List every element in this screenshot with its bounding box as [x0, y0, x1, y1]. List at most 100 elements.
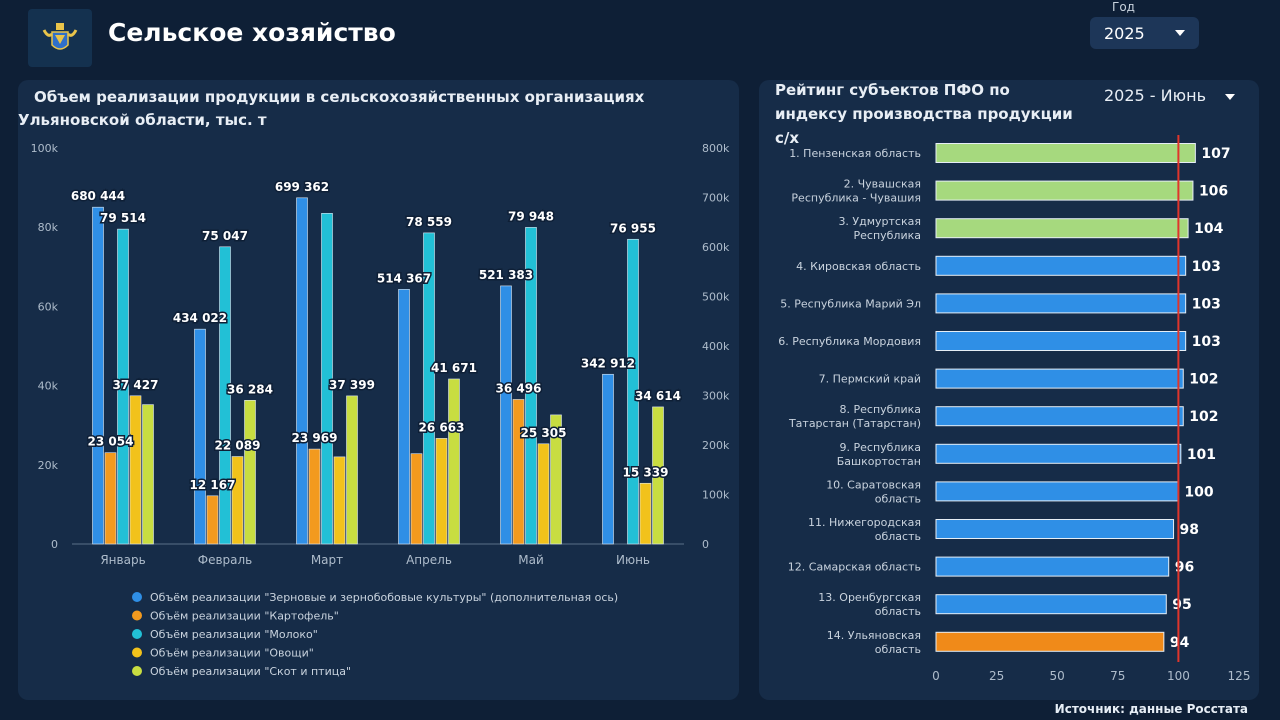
- x-axis-tick-label: Март: [311, 553, 343, 567]
- region-label-line: 11. Нижегородская: [808, 516, 921, 529]
- rating-value-label: 107: [1201, 146, 1230, 162]
- legend-marker: [132, 610, 142, 621]
- rating-panel: Рейтинг субъектов ПФО по индексу произво…: [759, 80, 1259, 700]
- legend-label: Объём реализации "Овощи": [150, 647, 314, 660]
- bar-4: [129, 395, 142, 545]
- bar-1: [602, 373, 614, 545]
- legend-marker: [132, 666, 142, 676]
- region-label-line: 3. Удмуртская: [838, 215, 921, 228]
- left-axis-tick-label: 80k: [38, 221, 59, 234]
- right-axis-tick-label: 200k: [702, 439, 730, 452]
- bar-2: [104, 452, 117, 545]
- x-axis-tick-label: Май: [518, 553, 544, 567]
- rating-value-label: 103: [1192, 334, 1221, 350]
- bar-3: [219, 246, 231, 545]
- data-label: 26 663: [419, 420, 465, 434]
- bar-4: [333, 456, 346, 545]
- data-label: 521 383: [479, 268, 533, 282]
- rating-bar: [935, 443, 1182, 464]
- bar-5: [448, 378, 460, 545]
- region-label: 8. Республика Татарстан (Татарстан): [788, 403, 921, 430]
- x-axis-tick-label: 100: [1167, 669, 1190, 683]
- bar-2: [512, 399, 525, 545]
- legend-label: Объём реализации "Картофель": [150, 610, 339, 623]
- data-label: 36 284: [227, 382, 273, 396]
- rating-bar: [935, 519, 1175, 539]
- rating-value-label: 103: [1192, 296, 1221, 312]
- year-dropdown[interactable]: 2025: [1090, 17, 1199, 49]
- rating-bar: [935, 631, 1165, 652]
- data-label: 434 022: [173, 311, 227, 325]
- rating-bar: [935, 331, 1187, 351]
- data-label: 15 339: [623, 465, 669, 479]
- data-label: 34 614: [635, 389, 681, 403]
- data-label: 25 305: [521, 426, 567, 440]
- region-label: 2. Чувашская Республика - Чувашия: [791, 178, 921, 205]
- bar-4: [537, 443, 550, 545]
- data-label: 22 089: [215, 439, 261, 453]
- rating-bar: [935, 180, 1194, 201]
- rating-bar: [935, 255, 1187, 276]
- bar-5: [652, 406, 664, 545]
- period-dropdown-value: 2025 - Июнь: [1104, 86, 1206, 105]
- period-dropdown[interactable]: 2025 - Июнь: [1104, 86, 1244, 110]
- region-label-line: Республика - Чувашия: [791, 192, 921, 205]
- region-label-line: 13. Оренбургская: [818, 591, 921, 604]
- region-label: 9. Республика Башкортостан: [837, 441, 921, 468]
- region-label-line: 2. Чувашская: [844, 178, 921, 191]
- x-axis-tick-label: Январь: [100, 553, 145, 567]
- bar-1: [194, 328, 206, 545]
- data-label: 699 362: [275, 180, 329, 194]
- bar-5: [244, 400, 256, 545]
- region-label-line: область: [875, 605, 921, 618]
- right-axis-tick-label: 0: [702, 538, 709, 551]
- source-note: Источник: данные Росстата: [1054, 702, 1248, 716]
- data-label: 23 969: [292, 431, 338, 445]
- x-axis-tick-label: 25: [989, 669, 1004, 683]
- x-axis-tick-label: 50: [1050, 669, 1065, 683]
- rating-value-label: 100: [1184, 484, 1213, 500]
- rating-bar: [935, 293, 1187, 314]
- coat-of-arms-icon: [42, 23, 78, 50]
- data-label: 76 955: [610, 221, 656, 235]
- data-label: 79 514: [100, 211, 146, 225]
- chevron-down-icon: [1225, 94, 1235, 100]
- sales-volume-chart: 0 20k 40k 60k 80k 100k 0 100k 200k 300k 400k 500k 60…: [31, 142, 730, 678]
- bar-4: [231, 456, 244, 545]
- right-axis-tick-label: 500k: [702, 291, 730, 304]
- bar-3: [525, 227, 537, 545]
- data-label: 37 399: [329, 378, 375, 392]
- bar-1: [92, 206, 104, 545]
- legend-label: Объём реализации "Скот и птица": [150, 665, 351, 678]
- region-label-line: область: [875, 530, 921, 543]
- rating-value-label: 96: [1175, 560, 1194, 576]
- region-label: 3. Удмуртская Республика: [838, 215, 921, 242]
- data-label: 12 167: [190, 478, 236, 492]
- bar-4: [639, 482, 652, 545]
- x-axis-tick-label: Апрель: [406, 553, 452, 567]
- region-label-line: 9. Республика: [840, 441, 922, 454]
- left-axis-tick-label: 20k: [38, 459, 59, 472]
- right-axis-tick-label: 600k: [702, 241, 730, 254]
- x-axis-tick-label: Февраль: [198, 553, 253, 567]
- data-label: 342 912: [581, 356, 635, 370]
- data-label: 37 427: [113, 378, 159, 392]
- x-axis-tick-label: 75: [1110, 669, 1125, 683]
- legend-label: Объём реализации "Молоко": [150, 628, 318, 641]
- right-axis-tick-label: 800k: [702, 142, 730, 155]
- bar-3: [627, 238, 639, 545]
- region-label: 12. Самарская область: [788, 561, 921, 574]
- sales-chart-title: Объем реализации продукции в сельскохозя…: [18, 88, 645, 129]
- right-axis-tick-label: 300k: [702, 390, 730, 403]
- bar-2: [206, 495, 219, 545]
- region-label: 5. Республика Марий Эл: [780, 297, 921, 310]
- bar-1: [398, 289, 410, 545]
- right-axis-tick-label: 100k: [702, 489, 730, 502]
- data-label: 36 496: [496, 381, 542, 395]
- right-axis-tick-label: 400k: [702, 340, 730, 353]
- bar-5: [550, 414, 562, 545]
- rating-bar: [935, 368, 1184, 389]
- rating-value-label: 101: [1187, 447, 1216, 463]
- region-label: 14. Ульяновская область: [827, 629, 921, 656]
- left-axis-tick-label: 100k: [31, 142, 59, 155]
